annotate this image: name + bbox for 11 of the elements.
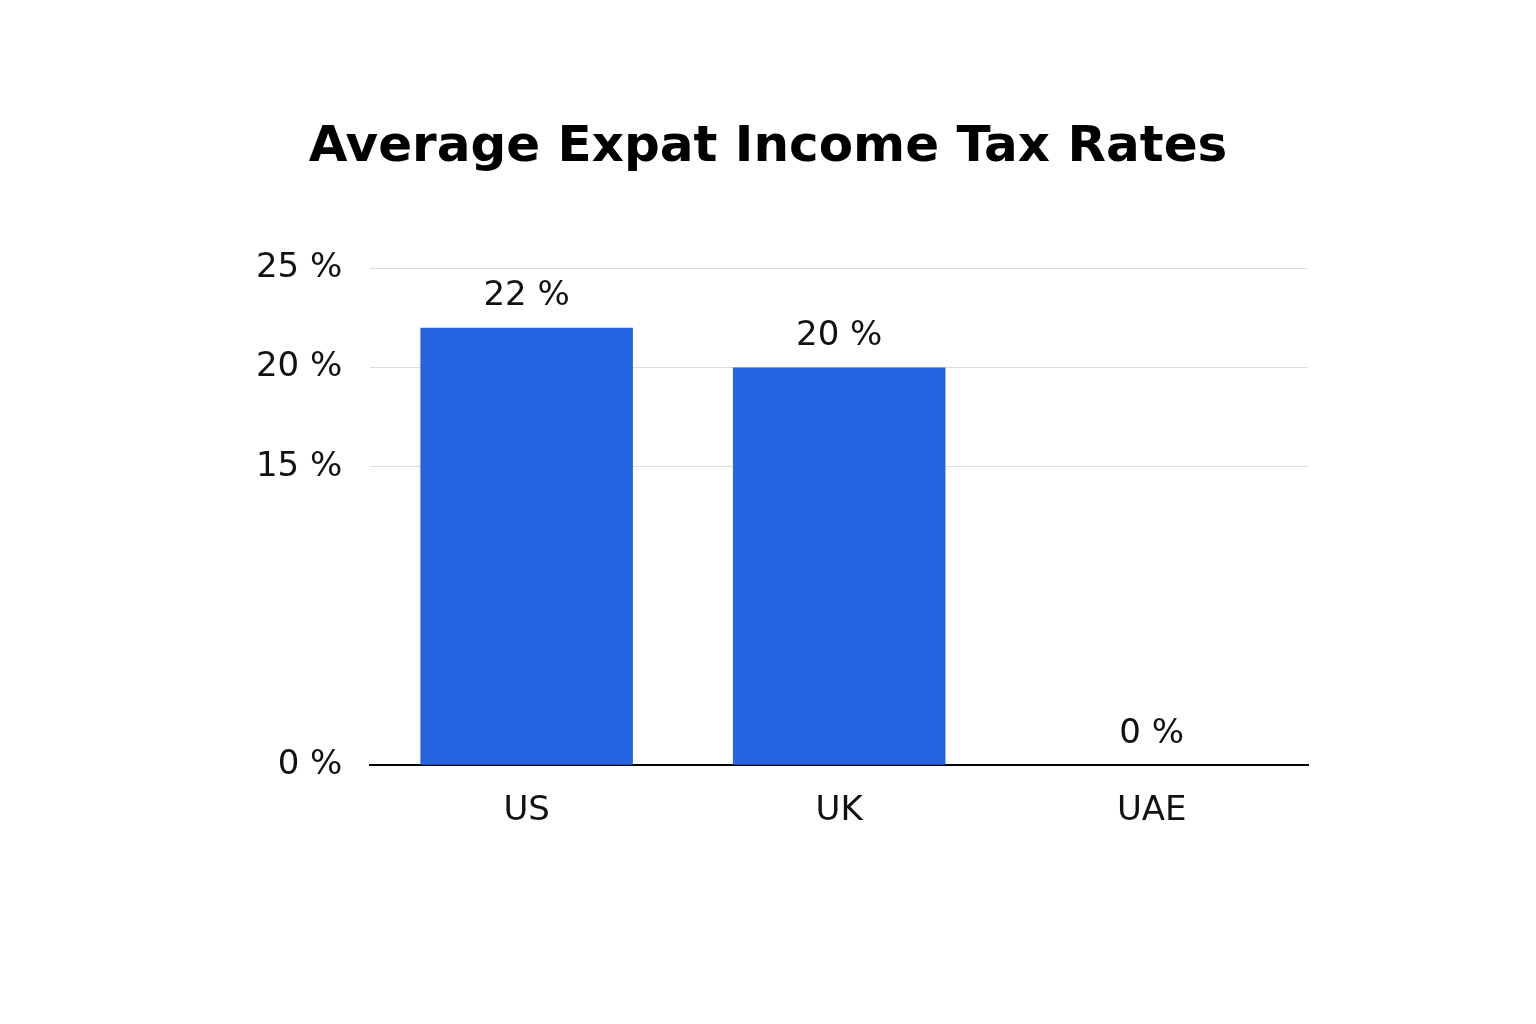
- chart-title: Average Expat Income Tax Rates: [308, 114, 1228, 173]
- x-tick-label: US: [503, 788, 550, 829]
- data-label: 0 %: [1119, 711, 1185, 752]
- data-label: 20 %: [795, 313, 883, 354]
- y-tick-label: 25 %: [255, 244, 343, 285]
- y-tick-label: 15 %: [255, 443, 343, 484]
- x-tick-label: UAE: [1116, 788, 1187, 829]
- y-tick-label: 0 %: [277, 742, 343, 783]
- data-label: 22 %: [483, 273, 570, 314]
- x-tick-label: UK: [815, 788, 865, 829]
- y-tick-label: 20 %: [255, 344, 343, 385]
